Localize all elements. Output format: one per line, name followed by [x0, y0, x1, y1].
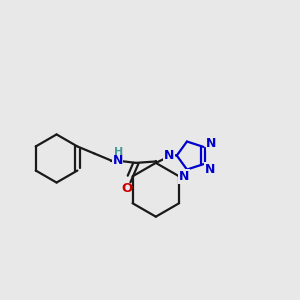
Text: N: N [112, 154, 123, 167]
Text: N: N [206, 137, 217, 150]
Text: N: N [205, 163, 215, 176]
Text: N: N [179, 170, 189, 183]
Text: H: H [114, 147, 124, 157]
Text: O: O [121, 182, 132, 195]
Text: N: N [164, 149, 174, 162]
